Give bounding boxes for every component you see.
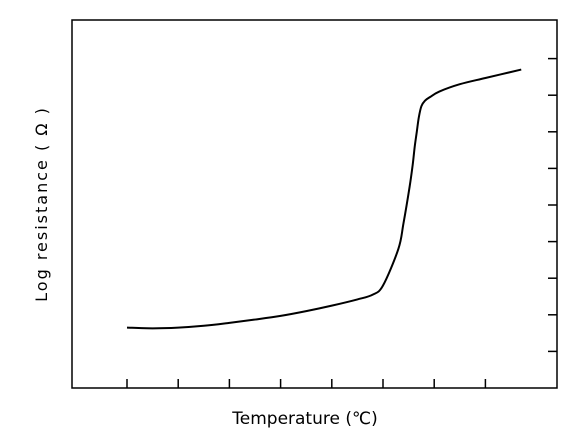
resistance-curve <box>126 68 522 330</box>
x-axis-label: Temperature (℃) <box>231 409 377 429</box>
plot-frame <box>71 19 558 389</box>
x-axis-ticks <box>126 379 487 388</box>
y-axis-label: Log resistance ( Ω ) <box>32 106 51 302</box>
y-axis-ticks <box>548 57 557 353</box>
